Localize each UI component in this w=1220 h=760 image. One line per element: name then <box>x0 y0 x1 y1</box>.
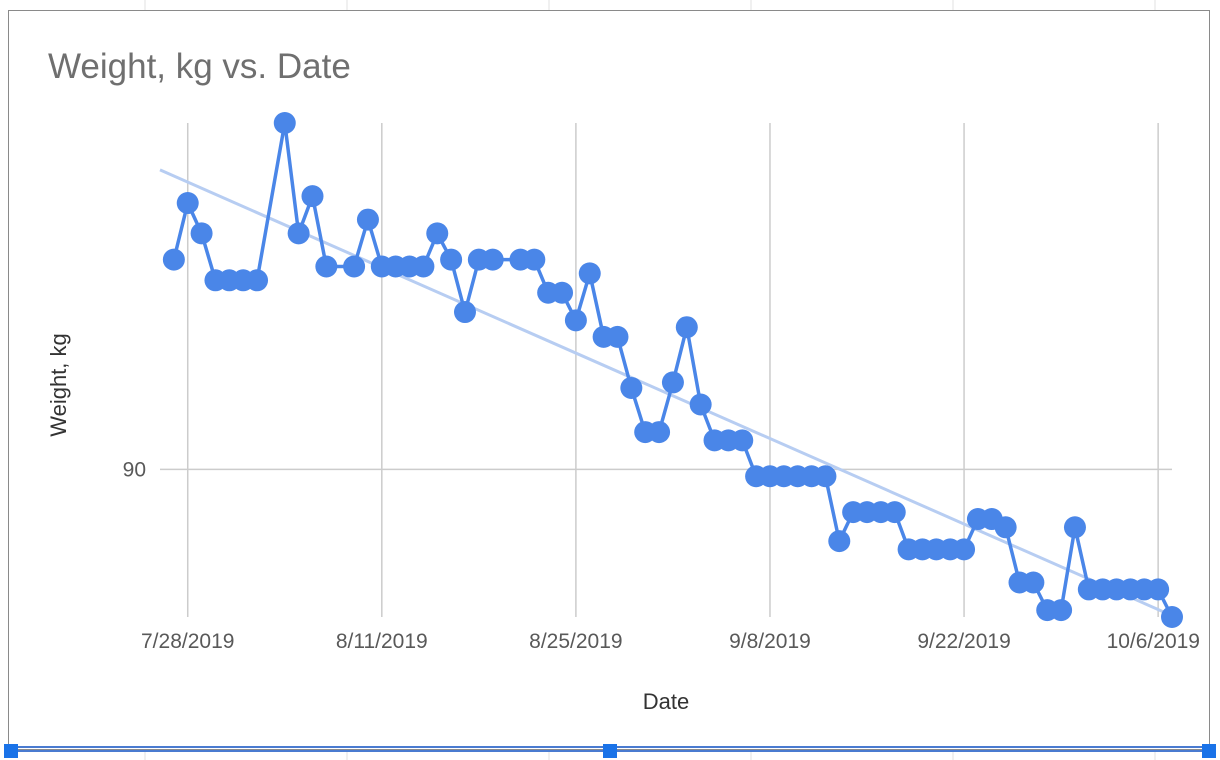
x-axis-title: Date <box>643 689 689 714</box>
data-point[interactable] <box>675 316 698 339</box>
x-tick-label: 8/11/2019 <box>336 630 428 653</box>
data-point[interactable] <box>661 371 684 394</box>
data-point[interactable] <box>689 393 712 416</box>
data-point[interactable] <box>356 208 379 231</box>
y-axis-ticks: 90 <box>123 458 146 481</box>
data-point[interactable] <box>190 222 213 245</box>
data-point[interactable] <box>246 269 269 292</box>
data-point[interactable] <box>953 538 976 561</box>
data-point[interactable] <box>883 501 906 524</box>
data-point[interactable] <box>828 530 851 553</box>
data-point[interactable] <box>440 248 463 271</box>
data-point[interactable] <box>315 255 338 278</box>
series-line <box>172 121 1174 618</box>
data-point[interactable] <box>1147 578 1170 601</box>
data-point[interactable] <box>606 325 629 348</box>
data-point[interactable] <box>648 421 671 444</box>
data-point[interactable] <box>426 222 449 245</box>
x-tick-label: 9/22/2019 <box>917 630 1010 653</box>
data-point[interactable] <box>301 185 324 208</box>
data-point[interactable] <box>551 281 574 304</box>
data-point[interactable] <box>620 376 643 399</box>
resize-handle-right[interactable] <box>1202 744 1216 758</box>
data-point[interactable] <box>412 255 435 278</box>
x-axis-ticks: 7/28/2019 8/11/2019 8/25/2019 9/8/2019 9/22/… <box>141 630 1200 653</box>
y-tick-label: 90 <box>123 458 146 481</box>
data-point[interactable] <box>578 262 601 285</box>
data-point[interactable] <box>523 248 546 271</box>
data-points <box>162 112 1183 628</box>
trendline <box>159 168 1173 617</box>
data-point[interactable] <box>814 465 837 488</box>
x-tick-label: 10/6/2019 <box>1107 630 1200 653</box>
data-point[interactable] <box>1022 571 1045 594</box>
data-point[interactable] <box>731 429 754 452</box>
x-tick-label: 8/25/2019 <box>529 630 622 653</box>
chart-container[interactable] <box>8 10 1210 750</box>
data-point[interactable] <box>564 309 587 332</box>
chart-title: Weight, kg vs. Date <box>48 47 351 86</box>
data-point[interactable] <box>273 112 296 134</box>
x-tick-label: 7/28/2019 <box>141 630 234 653</box>
data-point[interactable] <box>162 248 185 271</box>
data-point[interactable] <box>287 222 310 245</box>
y-axis-title: Weight, kg <box>46 333 71 437</box>
resize-handle-left[interactable] <box>4 744 18 758</box>
data-point[interactable] <box>1063 516 1086 539</box>
data-point[interactable] <box>1050 599 1073 622</box>
data-point[interactable] <box>176 192 199 215</box>
data-point[interactable] <box>994 516 1017 539</box>
data-point[interactable] <box>343 255 366 278</box>
data-point[interactable] <box>453 301 476 324</box>
x-tick-label: 9/8/2019 <box>729 630 811 653</box>
data-point[interactable] <box>481 248 504 271</box>
gridlines <box>160 123 1172 617</box>
resize-handle-center[interactable] <box>603 744 617 758</box>
data-point[interactable] <box>1161 606 1183 628</box>
